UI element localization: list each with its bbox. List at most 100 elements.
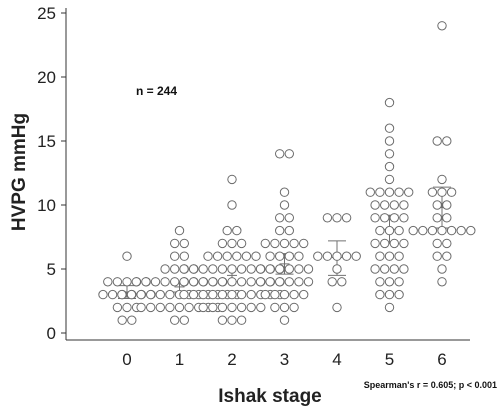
data-point xyxy=(384,302,395,313)
data-point xyxy=(303,277,314,287)
data-point xyxy=(332,264,342,274)
data-point xyxy=(103,277,113,287)
data-point xyxy=(380,238,390,249)
data-point xyxy=(284,225,294,236)
data-point xyxy=(341,251,352,261)
data-point xyxy=(370,264,380,274)
data-point xyxy=(294,251,304,261)
data-point xyxy=(394,277,404,287)
data-point xyxy=(418,225,428,236)
x-ticks: 0 1 2 3 4 5 6 xyxy=(122,350,446,369)
data-point xyxy=(294,264,304,274)
data-point xyxy=(279,289,290,300)
data-point xyxy=(384,149,395,159)
data-point xyxy=(384,123,395,133)
data-point xyxy=(384,187,395,197)
data-point xyxy=(332,251,342,261)
data-point xyxy=(246,277,256,287)
data-point xyxy=(442,238,452,249)
data-point xyxy=(275,251,285,261)
data-point xyxy=(188,289,199,300)
data-point xyxy=(174,225,185,236)
data-point xyxy=(255,277,266,287)
data-point xyxy=(332,302,342,313)
data-point xyxy=(265,251,275,261)
data-point xyxy=(437,174,447,185)
data-point xyxy=(442,213,452,223)
data-point xyxy=(188,264,199,274)
data-point xyxy=(375,289,385,300)
data-point xyxy=(275,213,285,223)
x-tick-label: 3 xyxy=(280,350,289,369)
data-point xyxy=(394,187,404,197)
data-point xyxy=(384,161,395,172)
data-point xyxy=(284,213,294,223)
data-point xyxy=(437,225,447,236)
data-point xyxy=(270,289,280,300)
data-point xyxy=(432,200,442,210)
n-annotation: n = 244 xyxy=(136,84,177,98)
data-point xyxy=(284,277,294,287)
data-point xyxy=(394,289,404,300)
x-tick-label: 5 xyxy=(385,350,394,369)
data-point xyxy=(275,149,285,159)
x-tick-label: 6 xyxy=(437,350,446,369)
y-tick-label: 20 xyxy=(37,68,56,87)
data-point xyxy=(198,277,208,287)
data-point xyxy=(227,174,237,185)
data-point xyxy=(246,289,256,300)
data-point xyxy=(375,225,385,236)
data-point xyxy=(117,289,127,300)
data-point xyxy=(208,277,218,287)
data-point xyxy=(284,264,294,274)
data-point xyxy=(275,225,285,236)
data-point xyxy=(222,251,232,261)
data-point xyxy=(122,277,132,287)
y-tick-label: 10 xyxy=(37,196,56,215)
data-point xyxy=(279,187,290,197)
data-point xyxy=(136,289,146,300)
data-point xyxy=(399,213,409,223)
data-point xyxy=(260,238,270,249)
data-point xyxy=(150,277,161,287)
y-ticks: 0 5 10 15 20 25 xyxy=(37,4,66,343)
data-point xyxy=(146,289,156,300)
data-point xyxy=(179,264,189,274)
data-point xyxy=(437,264,447,274)
data-point xyxy=(232,251,242,261)
data-point xyxy=(404,187,414,197)
data-point xyxy=(165,302,175,313)
data-point xyxy=(198,289,208,300)
data-point xyxy=(275,264,285,274)
data-point xyxy=(289,238,299,249)
data-point xyxy=(270,302,280,313)
data-point xyxy=(212,251,223,261)
data-point xyxy=(389,238,399,249)
data-point xyxy=(131,277,142,287)
data-point xyxy=(160,264,170,274)
data-point xyxy=(384,251,395,261)
data-point xyxy=(432,136,442,146)
data-point xyxy=(380,264,390,274)
data-point xyxy=(427,225,438,236)
y-axis-title: HVPG mmHg xyxy=(9,113,30,231)
data-point xyxy=(184,302,194,313)
data-point xyxy=(236,238,247,249)
data-point xyxy=(256,302,266,313)
data-point xyxy=(384,174,395,185)
x-tick-label: 4 xyxy=(332,350,341,369)
data-point xyxy=(174,302,185,313)
data-point xyxy=(265,277,275,287)
data-point xyxy=(275,277,285,287)
data-point xyxy=(179,277,189,287)
data-point xyxy=(279,200,290,210)
data-point xyxy=(217,277,228,287)
data-point xyxy=(389,264,399,274)
data-point xyxy=(122,302,132,313)
data-point xyxy=(399,238,409,249)
data-point xyxy=(399,264,409,274)
data-point xyxy=(279,302,290,313)
data-point xyxy=(384,277,395,287)
data-point xyxy=(380,213,390,223)
data-point xyxy=(384,289,395,300)
